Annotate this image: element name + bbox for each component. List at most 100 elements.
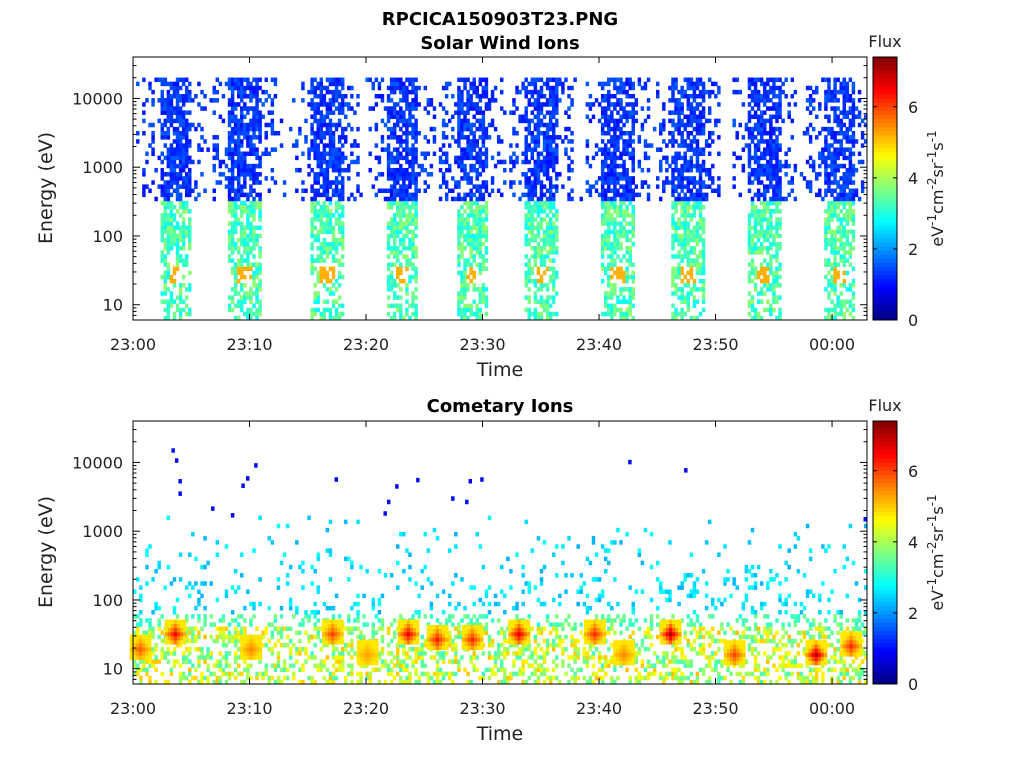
heatmap-cell xyxy=(301,196,305,202)
heatmap-cell xyxy=(603,122,608,128)
heatmap-cell xyxy=(255,110,259,115)
heatmap-cell xyxy=(457,291,461,296)
heatmap-cell xyxy=(460,106,464,111)
heatmap-cell xyxy=(310,77,314,83)
heatmap-cell xyxy=(545,307,550,313)
heatmap-cell xyxy=(570,130,574,136)
heatmap-cell xyxy=(518,180,522,185)
heatmap-cell xyxy=(551,241,556,247)
heatmap-cell xyxy=(142,172,146,177)
heatmap-cell xyxy=(842,204,846,210)
heatmap-cell xyxy=(334,299,339,304)
heatmap-cell xyxy=(607,246,611,251)
heatmap-cell xyxy=(680,180,684,185)
heatmap-cell xyxy=(536,176,541,181)
heatmap-cell xyxy=(169,98,174,103)
heatmap-cell xyxy=(469,139,473,144)
heatmap-cell xyxy=(175,266,180,272)
heatmap-cell xyxy=(808,180,813,185)
heatmap-cell xyxy=(625,233,629,239)
heatmap-cell xyxy=(530,225,535,230)
heatmap-cell xyxy=(484,258,489,263)
heatmap-cell xyxy=(821,77,825,83)
heatmap-cell xyxy=(240,77,244,83)
solar-wind-heatmap xyxy=(136,77,868,321)
heatmap-cell xyxy=(478,110,483,115)
heatmap-cell xyxy=(429,98,434,103)
heatmap-cell xyxy=(784,159,788,165)
heatmap-cell xyxy=(466,303,470,309)
heatmap-cell xyxy=(613,180,617,185)
heatmap-cell xyxy=(389,114,394,120)
heatmap-cell xyxy=(551,184,556,189)
heatmap-cell xyxy=(539,102,544,107)
heatmap-cell xyxy=(258,77,262,83)
heatmap-cell xyxy=(396,209,400,214)
heatmap-cell xyxy=(466,172,470,177)
heatmap-cell xyxy=(689,180,694,185)
heatmap-cell xyxy=(637,135,642,140)
heatmap-cell xyxy=(851,98,856,103)
heatmap-cell xyxy=(396,213,400,218)
heatmap-cell xyxy=(548,118,553,124)
heatmap-cell xyxy=(551,147,556,152)
heatmap-cell xyxy=(616,77,620,83)
heatmap-cell xyxy=(551,299,556,304)
heatmap-cell xyxy=(444,110,449,115)
heatmap-cell xyxy=(585,180,590,185)
heatmap-cell xyxy=(561,89,565,95)
heatmap-cell xyxy=(163,110,168,115)
heatmap-cell xyxy=(555,110,559,115)
heatmap-cell xyxy=(759,233,764,239)
heatmap-cell xyxy=(625,102,629,107)
heatmap-cell xyxy=(166,110,171,115)
heatmap-cell xyxy=(619,85,623,91)
heatmap-cell xyxy=(631,278,635,284)
heatmap-cell xyxy=(396,114,400,120)
heatmap-cell xyxy=(613,151,617,157)
heatmap-cell xyxy=(307,163,311,169)
heatmap-cell xyxy=(778,85,782,91)
heatmap-cell xyxy=(478,250,483,255)
heatmap-cell xyxy=(178,98,183,103)
heatmap-cell xyxy=(521,85,525,91)
heatmap-cell xyxy=(414,122,418,128)
heatmap-cell xyxy=(775,225,779,230)
heatmap-cell xyxy=(616,274,620,280)
heatmap-cell xyxy=(325,225,330,230)
heatmap-cell xyxy=(717,192,721,198)
heatmap-cell xyxy=(542,254,547,259)
heatmap-cell xyxy=(616,172,620,177)
heatmap-cell xyxy=(613,241,617,247)
heatmap-cell xyxy=(530,89,535,95)
heatmap-cell xyxy=(836,225,840,230)
heatmap-cell xyxy=(551,196,556,202)
heatmap-cell xyxy=(527,176,531,181)
heatmap-cell xyxy=(610,295,614,300)
heatmap-cell xyxy=(839,291,843,296)
heatmap-cell xyxy=(698,225,703,230)
heatmap-cell xyxy=(548,89,553,95)
heatmap-cell xyxy=(839,233,843,239)
heatmap-cell xyxy=(334,167,339,173)
heatmap-cell xyxy=(714,118,718,124)
heatmap-cell xyxy=(616,147,620,152)
heatmap-cell xyxy=(756,147,761,152)
heatmap-cell xyxy=(512,98,516,103)
heatmap-cell xyxy=(172,270,177,276)
heatmap-cell xyxy=(236,270,241,276)
heatmap-cell xyxy=(310,85,314,91)
heatmap-cell xyxy=(671,89,675,95)
heatmap-cell xyxy=(530,213,535,218)
heatmap-cell xyxy=(536,200,541,206)
heatmap-cell xyxy=(778,295,782,300)
heatmap-cell xyxy=(848,93,853,99)
heatmap-cell xyxy=(331,139,336,144)
heatmap-cell xyxy=(732,163,736,169)
heatmap-cell xyxy=(802,130,807,136)
heatmap-cell xyxy=(680,89,684,95)
heatmap-cell xyxy=(827,176,831,181)
heatmap-cell xyxy=(255,192,259,198)
heatmap-cell xyxy=(808,155,813,161)
heatmap-cell xyxy=(457,270,461,276)
